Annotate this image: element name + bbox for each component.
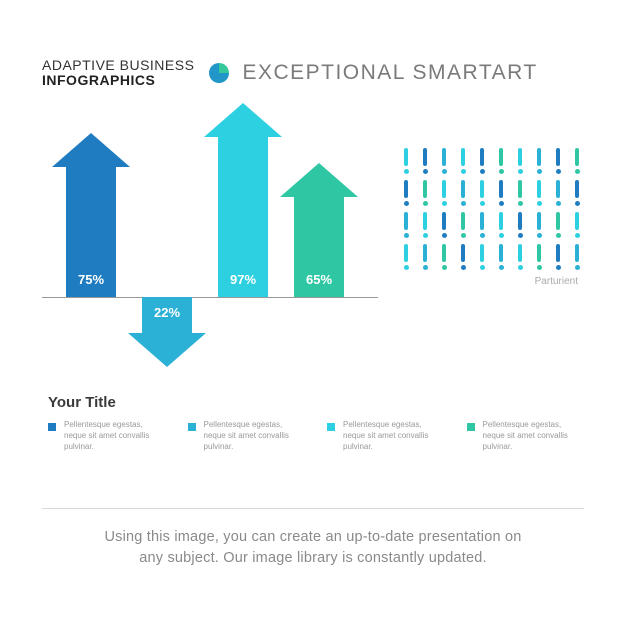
exclamation-icon bbox=[495, 244, 507, 270]
arrow-shaft: 75% bbox=[66, 167, 116, 297]
excl-row bbox=[400, 244, 586, 270]
footer-text: Using this image, you can create an up-t… bbox=[42, 508, 584, 569]
arrow-value: 65% bbox=[294, 272, 344, 287]
arrow-head-icon bbox=[280, 163, 358, 197]
exclamation-icon bbox=[533, 244, 545, 270]
arrow-value: 22% bbox=[142, 305, 192, 320]
exclamation-icon bbox=[457, 148, 469, 174]
legend-text: Pellentesque egestas, neque sit amet con… bbox=[64, 420, 166, 452]
legend-item: Pellentesque egestas, neque sit amet con… bbox=[48, 420, 166, 452]
exclamation-icon bbox=[419, 244, 431, 270]
exclamation-icon bbox=[476, 148, 488, 174]
exclamation-icon bbox=[400, 244, 412, 270]
arrow-shaft: 65% bbox=[294, 197, 344, 297]
header: ADAPTIVE BUSINESS INFOGRAPHICS EXCEPTION… bbox=[42, 58, 584, 89]
exclamation-icon bbox=[438, 212, 450, 238]
arrow-0: 75% bbox=[52, 133, 130, 297]
exclamation-icon bbox=[457, 212, 469, 238]
legend-swatch bbox=[48, 423, 56, 431]
arrow-1: 22% bbox=[128, 297, 206, 367]
exclamation-caption: Parturient bbox=[400, 276, 586, 287]
exclamation-grid: Parturient bbox=[400, 148, 586, 287]
legend: Pellentesque egestas, neque sit amet con… bbox=[48, 420, 584, 452]
footer-line1: Using this image, you can create an up-t… bbox=[104, 529, 521, 545]
exclamation-icon bbox=[552, 244, 564, 270]
exclamation-icon bbox=[419, 212, 431, 238]
chart-baseline bbox=[42, 297, 378, 298]
brand-line1: ADAPTIVE BUSINESS bbox=[42, 58, 194, 73]
exclamation-icon bbox=[419, 148, 431, 174]
arrow-shaft: 22% bbox=[142, 297, 192, 333]
exclamation-icon bbox=[438, 244, 450, 270]
page-title: EXCEPTIONAL SMARTART bbox=[242, 61, 537, 85]
legend-swatch bbox=[327, 423, 335, 431]
arrow-chart: 75% 22% 97% 65% bbox=[42, 115, 372, 375]
exclamation-icon bbox=[476, 180, 488, 206]
exclamation-icon bbox=[552, 148, 564, 174]
pie-icon bbox=[208, 62, 230, 84]
footer-line2: any subject. Our image library is consta… bbox=[139, 550, 487, 566]
exclamation-icon bbox=[438, 180, 450, 206]
exclamation-icon bbox=[552, 180, 564, 206]
exclamation-icon bbox=[400, 180, 412, 206]
legend-text: Pellentesque egestas, neque sit amet con… bbox=[343, 420, 445, 452]
arrow-3: 65% bbox=[280, 163, 358, 297]
legend-text: Pellentesque egestas, neque sit amet con… bbox=[204, 420, 306, 452]
exclamation-icon bbox=[514, 180, 526, 206]
exclamation-icon bbox=[533, 212, 545, 238]
exclamation-icon bbox=[533, 180, 545, 206]
exclamation-icon bbox=[495, 180, 507, 206]
subtitle: Your Title bbox=[48, 394, 116, 411]
legend-item: Pellentesque egestas, neque sit amet con… bbox=[327, 420, 445, 452]
excl-row bbox=[400, 180, 586, 206]
brand-line2: INFOGRAPHICS bbox=[42, 73, 194, 88]
exclamation-icon bbox=[571, 244, 583, 270]
legend-item: Pellentesque egestas, neque sit amet con… bbox=[188, 420, 306, 452]
exclamation-icon bbox=[571, 148, 583, 174]
exclamation-icon bbox=[514, 212, 526, 238]
exclamation-icon bbox=[476, 244, 488, 270]
brand-block: ADAPTIVE BUSINESS INFOGRAPHICS bbox=[42, 58, 194, 89]
exclamation-icon bbox=[514, 244, 526, 270]
exclamation-icon bbox=[514, 148, 526, 174]
arrow-head-icon bbox=[128, 333, 206, 367]
arrow-head-icon bbox=[204, 103, 282, 137]
exclamation-icon bbox=[552, 212, 564, 238]
legend-item: Pellentesque egestas, neque sit amet con… bbox=[467, 420, 585, 452]
exclamation-icon bbox=[400, 148, 412, 174]
exclamation-icon bbox=[457, 180, 469, 206]
exclamation-icon bbox=[419, 180, 431, 206]
exclamation-icon bbox=[495, 212, 507, 238]
arrow-2: 97% bbox=[204, 103, 282, 297]
exclamation-icon bbox=[571, 180, 583, 206]
exclamation-icon bbox=[476, 212, 488, 238]
arrow-value: 75% bbox=[66, 272, 116, 287]
excl-row bbox=[400, 212, 586, 238]
excl-row bbox=[400, 148, 586, 174]
legend-swatch bbox=[188, 423, 196, 431]
arrow-head-icon bbox=[52, 133, 130, 167]
exclamation-icon bbox=[457, 244, 469, 270]
exclamation-icon bbox=[533, 148, 545, 174]
exclamation-icon bbox=[571, 212, 583, 238]
exclamation-icon bbox=[495, 148, 507, 174]
arrow-value: 97% bbox=[218, 272, 268, 287]
legend-swatch bbox=[467, 423, 475, 431]
exclamation-icon bbox=[438, 148, 450, 174]
arrow-shaft: 97% bbox=[218, 137, 268, 297]
exclamation-icon bbox=[400, 212, 412, 238]
legend-text: Pellentesque egestas, neque sit amet con… bbox=[483, 420, 585, 452]
